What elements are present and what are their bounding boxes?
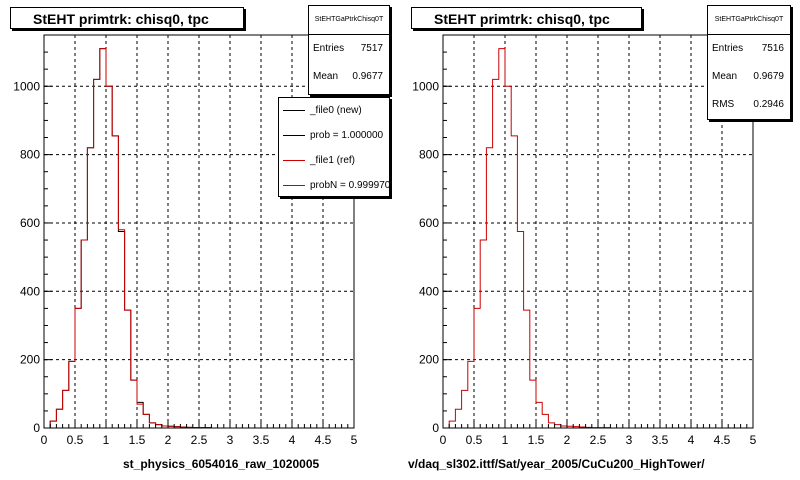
- y-tick-label: 0: [432, 421, 439, 435]
- y-tick-label: 400: [20, 284, 40, 298]
- x-tick-label: 4.5: [315, 433, 332, 447]
- right-entries-label: Entries: [712, 43, 744, 54]
- x-tick-label: 3: [227, 433, 234, 447]
- x-tick-label: 1.5: [129, 433, 146, 447]
- left-title: StEHT primtrk: chisq0, tpc: [10, 7, 244, 29]
- right-x-axis-title: v/daq_sl302.ittf/Sat/year_2005/CuCu200_H…: [408, 457, 705, 471]
- left-stats-box: StEHTGaPtrkChisq0T Entries 7517 Mean 0.9…: [308, 5, 390, 95]
- left-legend: _file0 (new) prob = 1.000000 _file1 (ref…: [278, 97, 390, 197]
- right-stats-name: StEHTGaPtrkChisq0T: [708, 6, 790, 35]
- legend-label: _file0 (new): [310, 105, 362, 116]
- x-tick-label: 3.5: [253, 433, 270, 447]
- y-tick-label: 1000: [13, 79, 40, 93]
- legend-label: probN = 0.999970: [310, 180, 390, 191]
- x-tick-label: 5: [750, 433, 757, 447]
- x-tick-label: 0.5: [67, 433, 84, 447]
- right-stats-entries-row: Entries 7516: [708, 35, 790, 63]
- y-tick-label: 600: [419, 216, 439, 230]
- y-tick-label: 800: [419, 148, 439, 162]
- x-tick-label: 1.5: [528, 433, 545, 447]
- x-tick-label: 2: [165, 433, 172, 447]
- y-tick-label: 0: [33, 421, 40, 435]
- right-title: StEHT primtrk: chisq0, tpc: [411, 7, 642, 29]
- x-tick-label: 3: [626, 433, 633, 447]
- x-tick-label: 2.5: [590, 433, 607, 447]
- left-stats-mean-row: Mean 0.9677: [309, 63, 389, 91]
- x-tick-label: 1: [502, 433, 509, 447]
- legend-entry: probN = 0.999970: [279, 173, 390, 196]
- y-tick-label: 600: [20, 216, 40, 230]
- left-entries-label: Entries: [313, 43, 345, 54]
- left-entries-value: 7517: [360, 43, 383, 54]
- y-tick-label: 200: [419, 353, 439, 367]
- x-tick-label: 0: [440, 433, 447, 447]
- left-stats-name: StEHTGaPtrkChisq0T: [309, 6, 389, 35]
- legend-entry: _file0 (new): [279, 98, 389, 123]
- y-tick-label: 1000: [412, 79, 439, 93]
- y-tick-label: 400: [419, 284, 439, 298]
- y-tick-label: 800: [20, 148, 40, 162]
- right-mean-value: 0.9679: [753, 71, 784, 82]
- x-tick-label: 0.5: [466, 433, 483, 447]
- x-tick-label: 5: [351, 433, 358, 447]
- x-tick-label: 4.5: [714, 433, 731, 447]
- x-tick-label: 4: [289, 433, 296, 447]
- x-tick-label: 2: [564, 433, 571, 447]
- right-stats-mean-row: Mean 0.9679: [708, 63, 790, 91]
- legend-line-icon: [283, 185, 305, 186]
- right-rms-label: RMS: [712, 99, 735, 110]
- left-x-axis-title: st_physics_6054016_raw_1020005: [123, 457, 320, 471]
- x-tick-label: 0: [41, 433, 48, 447]
- legend-entry: _file1 (ref): [279, 148, 389, 173]
- left-mean-label: Mean: [313, 71, 339, 82]
- x-tick-label: 4: [688, 433, 695, 447]
- right-plot-area: [443, 35, 753, 428]
- legend-label: prob = 1.000000: [310, 130, 384, 141]
- left-stats-entries-row: Entries 7517: [309, 35, 389, 63]
- x-tick-label: 2.5: [191, 433, 208, 447]
- legend-line-icon: [283, 160, 305, 161]
- legend-line-icon: [283, 110, 305, 111]
- legend-label: _file1 (ref): [310, 155, 356, 166]
- x-tick-label: 3.5: [652, 433, 669, 447]
- legend-line-icon: [283, 135, 305, 136]
- right-stats-box: StEHTGaPtrkChisq0T Entries 7516 Mean 0.9…: [707, 5, 791, 120]
- legend-entry: prob = 1.000000: [279, 123, 389, 148]
- left-mean-value: 0.9677: [352, 71, 383, 82]
- right-mean-label: Mean: [712, 71, 738, 82]
- right-stats-rms-row: RMS 0.2946: [708, 91, 790, 119]
- right-rms-value: 0.2946: [753, 99, 784, 110]
- right-entries-value: 7516: [761, 43, 784, 54]
- x-tick-label: 1: [103, 433, 110, 447]
- y-tick-label: 200: [20, 353, 40, 367]
